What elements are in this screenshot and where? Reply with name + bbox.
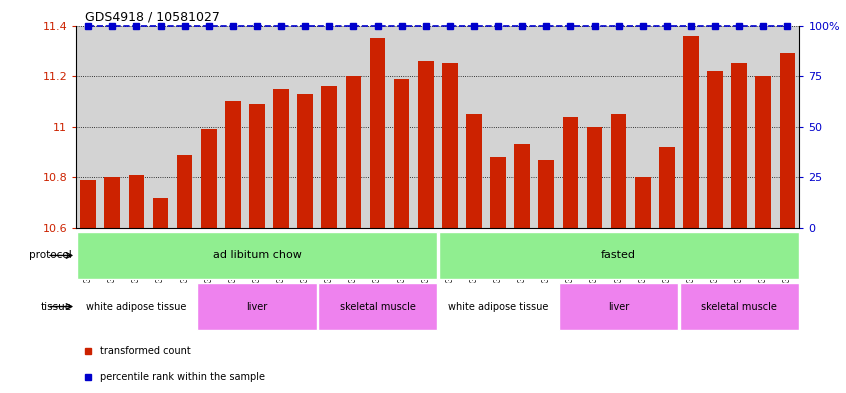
Text: protocol: protocol bbox=[29, 250, 72, 261]
Bar bbox=[225, 101, 241, 228]
Bar bbox=[393, 79, 409, 228]
Text: liver: liver bbox=[608, 301, 629, 312]
Bar bbox=[514, 145, 530, 228]
Bar bbox=[273, 89, 289, 228]
Bar bbox=[77, 283, 196, 330]
Bar bbox=[779, 53, 795, 228]
Bar bbox=[679, 283, 799, 330]
Text: white adipose tissue: white adipose tissue bbox=[448, 301, 548, 312]
Text: GDS4918 / 10581027: GDS4918 / 10581027 bbox=[85, 11, 219, 24]
Bar bbox=[611, 114, 627, 228]
Bar bbox=[77, 232, 437, 279]
Bar bbox=[321, 86, 338, 228]
Text: skeletal muscle: skeletal muscle bbox=[339, 301, 415, 312]
Bar bbox=[466, 114, 482, 228]
Bar bbox=[707, 71, 723, 228]
Bar bbox=[249, 104, 265, 228]
Bar bbox=[659, 147, 675, 228]
Text: fasted: fasted bbox=[602, 250, 636, 261]
Text: skeletal muscle: skeletal muscle bbox=[701, 301, 777, 312]
Bar bbox=[80, 180, 96, 228]
Bar bbox=[438, 283, 558, 330]
Bar bbox=[418, 61, 434, 228]
Text: percentile rank within the sample: percentile rank within the sample bbox=[100, 373, 266, 382]
Bar bbox=[683, 36, 699, 228]
Bar bbox=[197, 283, 316, 330]
Bar bbox=[559, 283, 678, 330]
Bar bbox=[152, 198, 168, 228]
Bar bbox=[731, 64, 747, 228]
Bar bbox=[177, 154, 193, 228]
Bar bbox=[442, 64, 458, 228]
Bar bbox=[318, 283, 437, 330]
Bar bbox=[563, 117, 579, 228]
Bar bbox=[297, 94, 313, 228]
Text: tissue: tissue bbox=[41, 301, 72, 312]
Bar bbox=[586, 127, 602, 228]
Text: liver: liver bbox=[246, 301, 267, 312]
Bar bbox=[129, 175, 145, 228]
Bar bbox=[538, 160, 554, 228]
Bar bbox=[490, 157, 506, 228]
Bar bbox=[370, 38, 386, 228]
Text: ad libitum chow: ad libitum chow bbox=[212, 250, 301, 261]
Bar bbox=[345, 76, 361, 228]
Bar bbox=[438, 232, 799, 279]
Text: white adipose tissue: white adipose tissue bbox=[86, 301, 187, 312]
Bar bbox=[104, 177, 120, 228]
Text: transformed count: transformed count bbox=[100, 346, 191, 356]
Bar bbox=[755, 76, 772, 228]
Bar bbox=[201, 129, 217, 228]
Bar bbox=[634, 177, 651, 228]
